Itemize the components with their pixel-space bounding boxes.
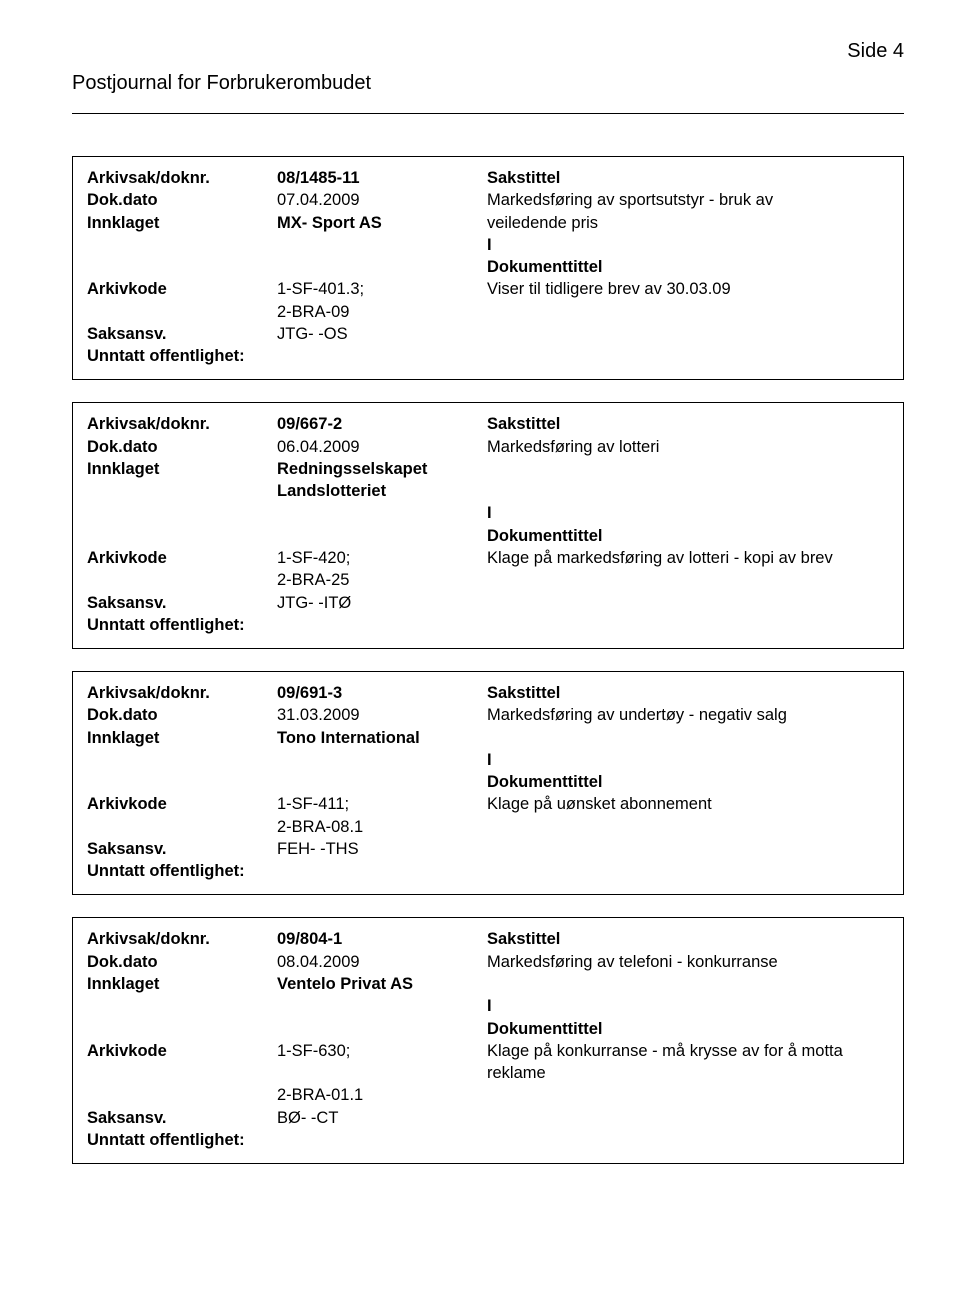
doc-flag: I xyxy=(487,749,889,771)
value-dokdato: 07.04.2009 xyxy=(277,189,487,211)
value-dokdato: 06.04.2009 xyxy=(277,436,487,458)
label-arkivsak: Arkivsak/doknr. xyxy=(87,167,277,189)
label-arkivkode: Arkivkode xyxy=(87,1040,277,1062)
value-arkivkode-2: 2-BRA-08.1 xyxy=(277,816,487,838)
value-dokdato: 31.03.2009 xyxy=(277,704,487,726)
label-saksansv: Saksansv. xyxy=(87,592,277,614)
page-number: Side 4 xyxy=(847,40,904,63)
value-dokdato: 08.04.2009 xyxy=(277,951,487,973)
value-innklaget: Landslotteriet xyxy=(277,480,487,502)
label-saksansv: Saksansv. xyxy=(87,323,277,345)
label-innklaget: Innklaget xyxy=(87,727,277,749)
value-sakstittel-cont: veiledende pris xyxy=(487,212,889,234)
value-saksansv: JTG- -ITØ xyxy=(277,592,487,614)
value-arkivkode: 1-SF-630; xyxy=(277,1040,487,1062)
label-unntatt: Unntatt offentlighet: xyxy=(87,614,245,636)
label-sakstittel: Sakstittel xyxy=(487,167,889,189)
value-dokumenttittel: Viser til tidligere brev av 30.03.09 xyxy=(487,278,889,300)
label-arkivsak: Arkivsak/doknr. xyxy=(87,413,277,435)
label-unntatt: Unntatt offentlighet: xyxy=(87,860,245,882)
label-sakstittel: Sakstittel xyxy=(487,928,889,950)
value-arkivsak: 09/804-1 xyxy=(277,928,487,950)
value-dokumenttittel: Klage på markedsføring av lotteri - kopi… xyxy=(487,547,889,569)
label-sakstittel: Sakstittel xyxy=(487,682,889,704)
value-sakstittel: Markedsføring av sportsutstyr - bruk av xyxy=(487,189,889,211)
label-dokumenttittel: Dokumenttittel xyxy=(487,771,889,793)
label-dokdato: Dok.dato xyxy=(87,436,277,458)
value-arkivkode: 1-SF-411; xyxy=(277,793,487,815)
label-sakstittel: Sakstittel xyxy=(487,413,889,435)
value-arkivkode-2: 2-BRA-09 xyxy=(277,301,487,323)
value-arkivkode: 1-SF-401.3; xyxy=(277,278,487,300)
label-arkivsak: Arkivsak/doknr. xyxy=(87,928,277,950)
label-dokumenttittel: Dokumenttittel xyxy=(487,1018,889,1040)
record: Arkivsak/doknr.09/667-2Sakstittel Dok.dat… xyxy=(72,402,904,649)
label-arkivsak: Arkivsak/doknr. xyxy=(87,682,277,704)
label-dokdato: Dok.dato xyxy=(87,189,277,211)
divider xyxy=(72,113,904,114)
value-dokumenttittel: Klage på konkurranse - må krysse av for … xyxy=(487,1040,889,1085)
value-innklaget: Tono International xyxy=(277,727,487,749)
label-dokumenttittel: Dokumenttittel xyxy=(487,525,889,547)
label-unntatt: Unntatt offentlighet: xyxy=(87,345,245,367)
value-arkivsak: 09/691-3 xyxy=(277,682,487,704)
value-arkivkode-2: 2-BRA-01.1 xyxy=(277,1084,487,1106)
label-dokdato: Dok.dato xyxy=(87,951,277,973)
value-innklaget: Redningsselskapet xyxy=(277,458,487,480)
label-unntatt: Unntatt offentlighet: xyxy=(87,1129,245,1151)
value-sakstittel: Markedsføring av lotteri xyxy=(487,436,889,458)
header-title: Postjournal for Forbrukerombudet xyxy=(72,72,371,95)
label-arkivkode: Arkivkode xyxy=(87,278,277,300)
label-dokumenttittel: Dokumenttittel xyxy=(487,256,889,278)
value-saksansv: JTG- -OS xyxy=(277,323,487,345)
records-container: Arkivsak/doknr.08/1485-11SakstittelDok.d… xyxy=(72,156,904,1164)
doc-flag: I xyxy=(487,234,889,256)
value-arkivsak: 09/667-2 xyxy=(277,413,487,435)
value-innklaget: MX- Sport AS xyxy=(277,212,487,234)
label-saksansv: Saksansv. xyxy=(87,1107,277,1129)
value-sakstittel: Markedsføring av telefoni - konkurranse xyxy=(487,951,889,973)
label-arkivkode: Arkivkode xyxy=(87,793,277,815)
doc-flag: I xyxy=(487,502,889,524)
label-innklaget: Innklaget xyxy=(87,973,277,995)
value-arkivkode: 1-SF-420; xyxy=(277,547,487,569)
label-dokdato: Dok.dato xyxy=(87,704,277,726)
value-sakstittel: Markedsføring av undertøy - negativ salg xyxy=(487,704,889,726)
value-dokumenttittel: Klage på uønsket abonnement xyxy=(487,793,889,815)
label-innklaget: Innklaget xyxy=(87,458,277,480)
label-saksansv: Saksansv. xyxy=(87,838,277,860)
value-arkivkode-2: 2-BRA-25 xyxy=(277,569,487,591)
doc-flag: I xyxy=(487,995,889,1017)
record: Arkivsak/doknr.08/1485-11Sakstittel Dok.d… xyxy=(72,156,904,380)
label-arkivkode: Arkivkode xyxy=(87,547,277,569)
record: Arkivsak/doknr.09/691-3Sakstittel Dok.dat… xyxy=(72,671,904,895)
label-innklaget: Innklaget xyxy=(87,212,277,234)
value-innklaget: Ventelo Privat AS xyxy=(277,973,487,995)
value-saksansv: BØ- -CT xyxy=(277,1107,487,1129)
header: Postjournal for Forbrukerombudet Side 4 xyxy=(72,40,904,95)
page: Postjournal for Forbrukerombudet Side 4 … xyxy=(0,0,960,1312)
value-arkivsak: 08/1485-11 xyxy=(277,167,487,189)
value-saksansv: FEH- -THS xyxy=(277,838,487,860)
record: Arkivsak/doknr.09/804-1Sakstittel Dok.dat… xyxy=(72,917,904,1164)
